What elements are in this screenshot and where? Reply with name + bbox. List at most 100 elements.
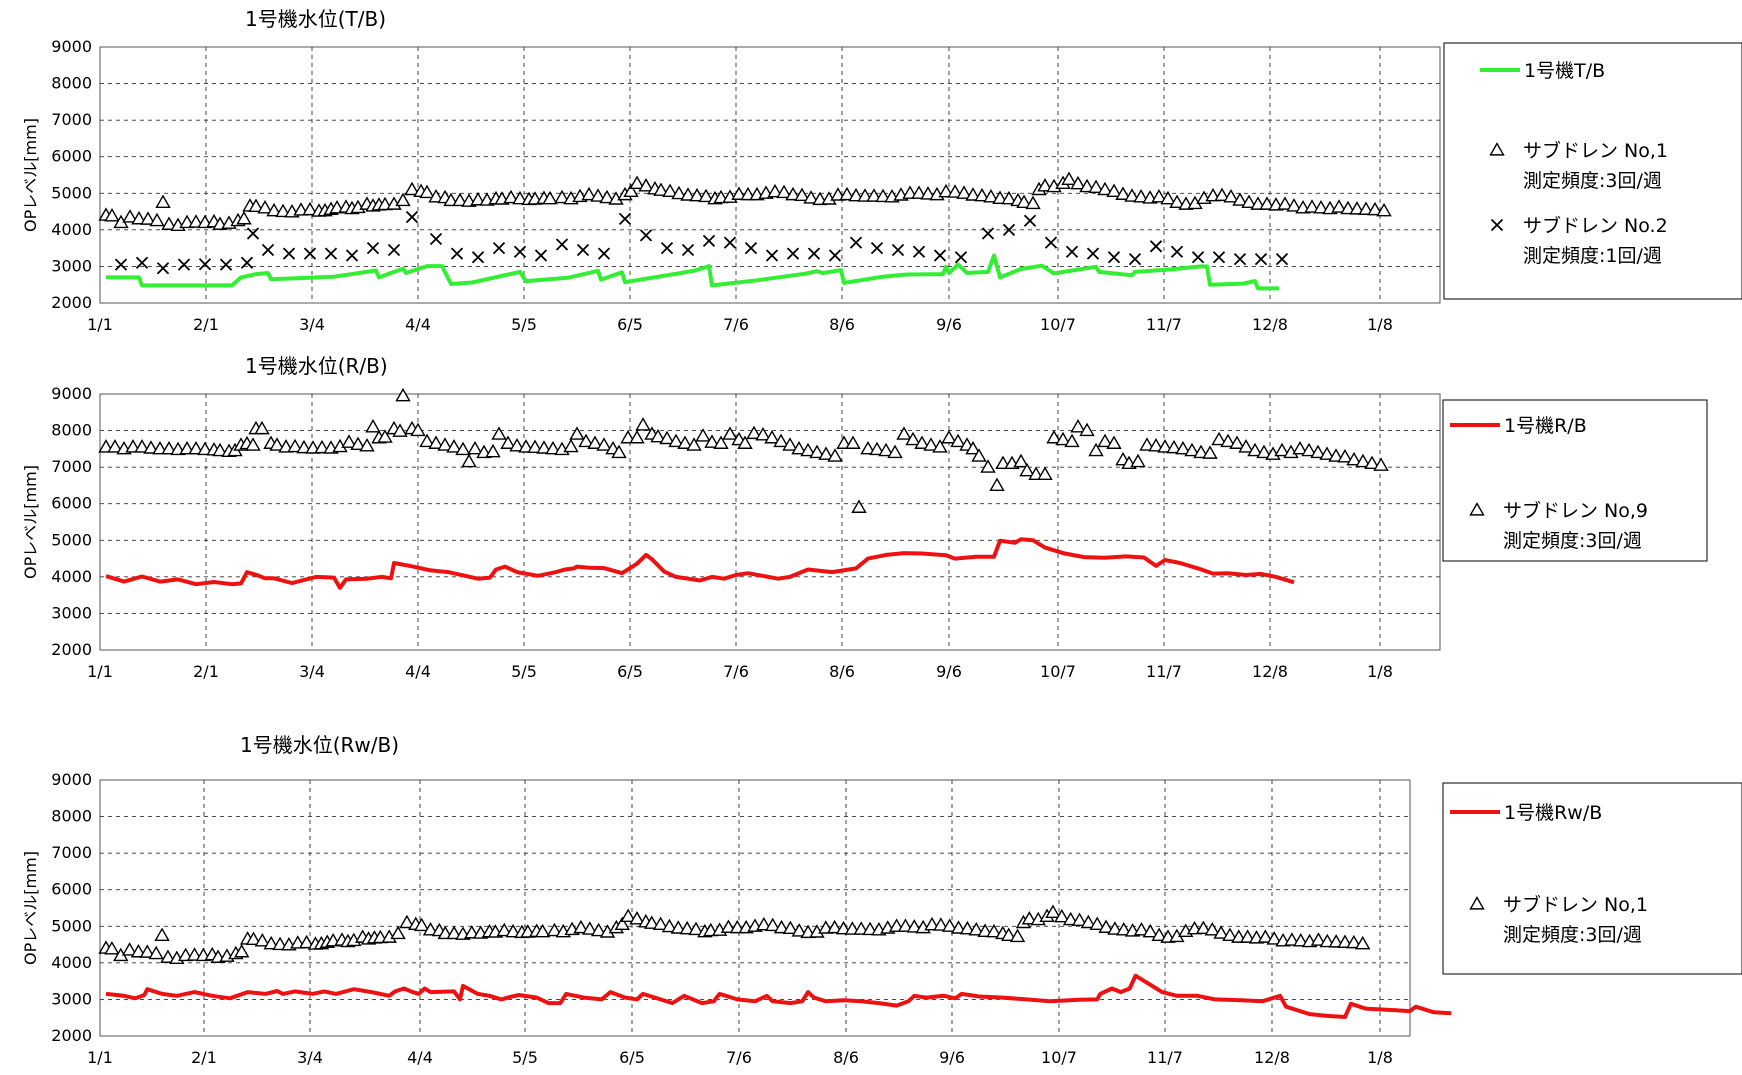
triangle-point xyxy=(422,922,439,936)
triangle-point xyxy=(152,440,168,455)
triangle-point xyxy=(350,436,366,451)
cross-point xyxy=(1254,252,1268,266)
y-tick-label: 4000 xyxy=(51,220,92,239)
triangle-point xyxy=(122,209,138,223)
triangle-point xyxy=(254,933,271,947)
cross-point xyxy=(345,249,359,262)
triangle-point xyxy=(254,420,270,435)
x-tick-label: 11/7 xyxy=(1146,662,1182,681)
x-tick-label: 1/1 xyxy=(87,662,113,681)
triangle-point xyxy=(1293,933,1309,947)
triangle-point xyxy=(853,921,869,935)
triangle-point xyxy=(1001,190,1017,205)
chart-3: 2000 3000 4000 5000 6000 7000 8000 9000 1/1 2/1 3/… xyxy=(21,733,1742,1067)
triangle-point xyxy=(851,499,867,513)
triangle-point xyxy=(661,918,678,933)
triangle-point xyxy=(1097,433,1113,448)
triangle-point xyxy=(767,183,783,198)
triangle-point xyxy=(989,477,1005,492)
triangle-point xyxy=(1213,925,1229,939)
triangle-point xyxy=(419,433,435,448)
triangle-point xyxy=(527,439,543,453)
triangle-point xyxy=(638,178,654,192)
y-tick-label: 9000 xyxy=(51,37,92,56)
triangle-point xyxy=(1080,914,1097,929)
triangle-point xyxy=(629,911,645,925)
triangle-point xyxy=(818,446,834,460)
triangle-point xyxy=(446,439,462,453)
triangle-point xyxy=(587,435,603,449)
cross-point xyxy=(513,245,527,258)
triangle-point xyxy=(1274,442,1290,457)
triangle-point xyxy=(179,440,195,455)
legend-label: 1号機R/B xyxy=(1504,415,1587,437)
y-tick-label: 6000 xyxy=(51,147,92,166)
cross-point xyxy=(1023,214,1037,227)
x-tick-label: 7/6 xyxy=(723,315,749,334)
triangle-point xyxy=(974,187,990,202)
triangle-point xyxy=(756,916,772,931)
triangle-point xyxy=(826,919,843,934)
x-tick-label: 4/4 xyxy=(405,662,431,681)
cross-point xyxy=(681,243,695,257)
y-axis-label: OPレベル[mm] xyxy=(21,118,40,232)
x-tick-label: 1/8 xyxy=(1367,1048,1393,1067)
triangle-point xyxy=(866,188,882,202)
triangle-point xyxy=(1070,419,1086,433)
y-tick-label: 5000 xyxy=(51,530,92,549)
triangle-point xyxy=(266,202,282,217)
triangle-point xyxy=(461,453,477,468)
triangle-point xyxy=(1364,455,1380,470)
triangle-point xyxy=(862,921,878,936)
triangle-point xyxy=(1328,934,1344,948)
triangle-point xyxy=(623,183,639,198)
triangle-point xyxy=(860,440,876,455)
series-line xyxy=(106,253,1279,291)
triangle-point xyxy=(677,435,693,449)
triangle-point xyxy=(233,943,250,958)
triangle-point xyxy=(704,434,720,448)
triangle-point xyxy=(764,429,780,444)
x-tick-label: 7/6 xyxy=(723,662,749,681)
triangle-point xyxy=(906,919,923,933)
x-tick-label: 3/4 xyxy=(299,662,325,681)
triangle-point xyxy=(911,185,927,199)
triangle-point xyxy=(809,444,825,459)
cross-point xyxy=(1212,251,1226,264)
triangle-point xyxy=(920,186,936,200)
triangle-point xyxy=(983,189,999,203)
triangle-point xyxy=(107,439,123,453)
cross-point xyxy=(723,236,737,249)
triangle-point xyxy=(1079,422,1095,437)
cross-point xyxy=(282,247,296,260)
legend-frequency: 測定頻度:1回/週 xyxy=(1523,245,1662,267)
triangle-point xyxy=(1130,453,1146,468)
triangle-point xyxy=(275,203,291,218)
triangle-point xyxy=(155,194,171,209)
cross-point xyxy=(219,258,233,271)
triangle-point xyxy=(1139,437,1155,451)
y-tick-label: 4000 xyxy=(51,953,92,972)
triangle-point xyxy=(680,187,696,201)
y-tick-label: 2000 xyxy=(51,1026,92,1045)
triangle-point xyxy=(933,917,949,931)
cross-point xyxy=(933,249,947,262)
legend-label: サブドレン No,1 xyxy=(1503,893,1648,916)
triangle-point xyxy=(1346,451,1362,466)
triangle-point xyxy=(1239,929,1256,943)
triangle-point xyxy=(620,429,636,444)
x-tick-label: 7/6 xyxy=(726,1048,752,1067)
triangle-point xyxy=(679,920,695,935)
triangle-point xyxy=(573,919,589,934)
cross-point xyxy=(1149,240,1163,253)
legend-label: サブドレン No.2 xyxy=(1523,214,1668,237)
triangle-point xyxy=(941,918,958,932)
cross-point xyxy=(156,262,170,275)
triangle-point xyxy=(536,440,552,454)
triangle-point xyxy=(582,921,598,935)
triangle-point xyxy=(1376,202,1392,217)
triangle-point xyxy=(1211,431,1227,446)
legend-box xyxy=(1442,782,1742,975)
triangle-point xyxy=(1106,183,1122,198)
triangle-point xyxy=(803,190,819,204)
